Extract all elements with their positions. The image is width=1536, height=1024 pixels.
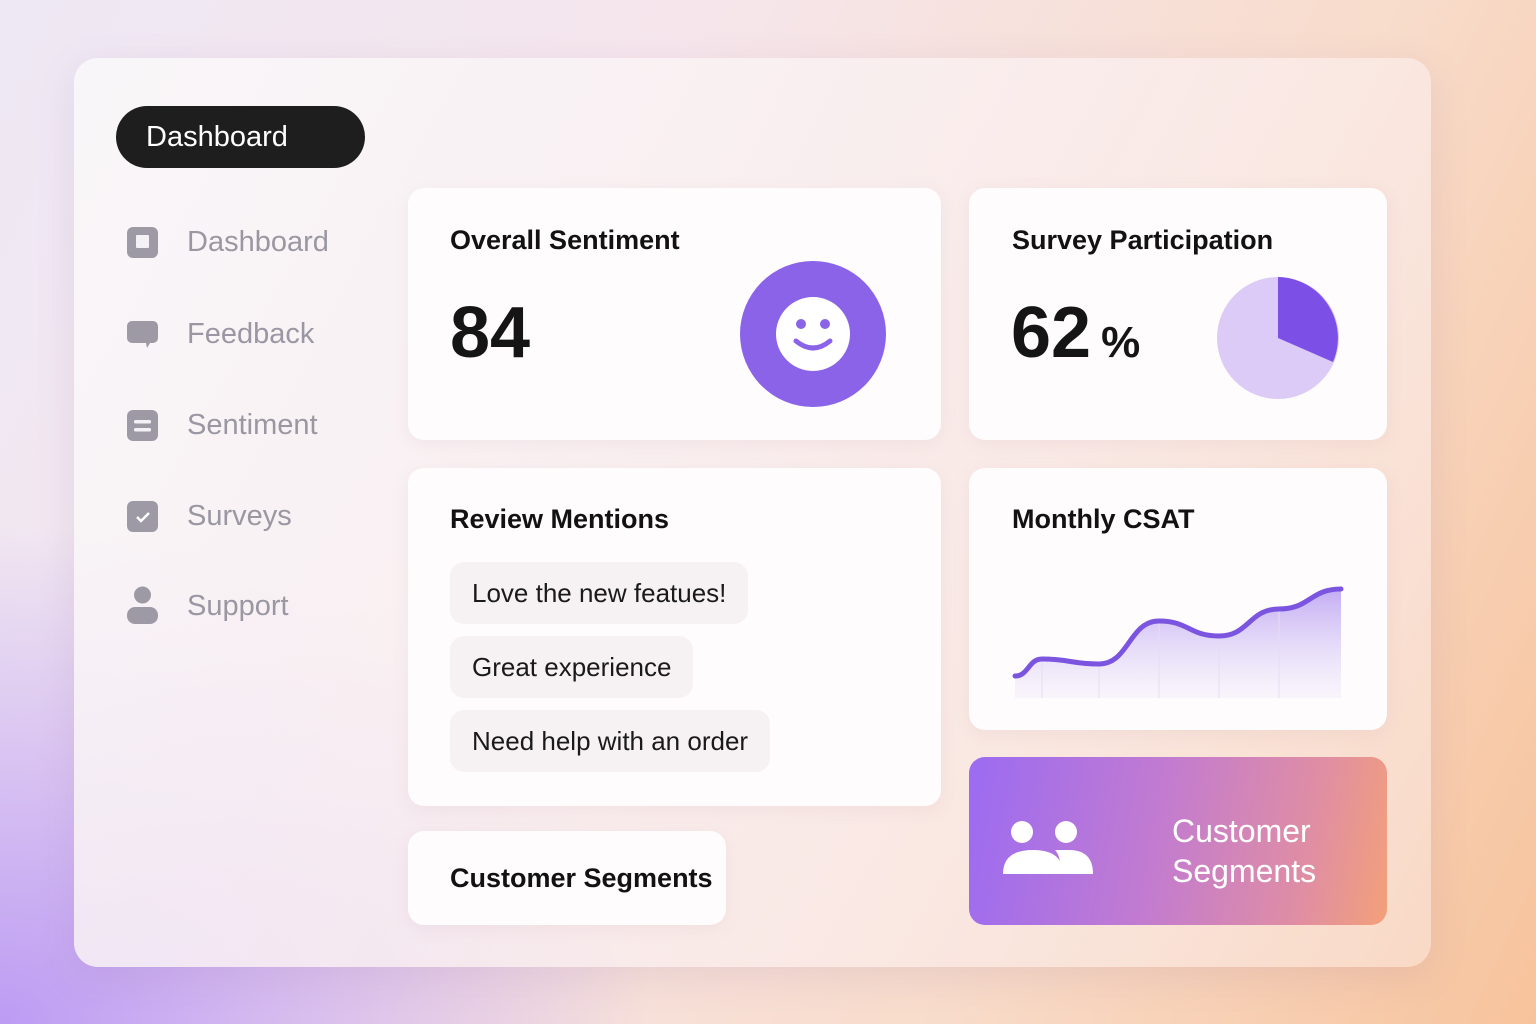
customer-segments-card[interactable]: Customer Segments: [969, 757, 1387, 925]
sidebar-item-label: Sentiment: [187, 408, 318, 441]
sidebar-item-label: Dashboard: [187, 225, 329, 258]
card-title: Overall Sentiment: [450, 225, 680, 255]
label-line: Segments: [1172, 853, 1317, 889]
users-icon: [1003, 821, 1093, 874]
review-mentions-card: Review Mentions Love the new featues! Gr…: [408, 468, 941, 806]
segments-card-label: Customer Segments: [1172, 811, 1316, 891]
csat-line: [1012, 586, 1344, 679]
checkbox-icon: [126, 500, 159, 533]
sidebar-item-support[interactable]: Support: [126, 586, 366, 626]
csat-chart: [1012, 586, 1344, 698]
participation-pie: [1217, 277, 1339, 399]
pie-filled-slice: [1278, 277, 1338, 362]
chat-bubble-icon: [126, 318, 159, 351]
square-icon: [126, 226, 159, 259]
mention-chip[interactable]: Love the new featues!: [450, 562, 749, 624]
mention-chip[interactable]: Great experience: [450, 636, 694, 698]
percent-sign: %: [1101, 318, 1141, 367]
sidebar-item-sentiment[interactable]: Sentiment: [126, 405, 366, 445]
overall-sentiment-card: Overall Sentiment 84: [408, 188, 941, 440]
card-title: Survey Participation: [1012, 225, 1274, 255]
card-title: Review Mentions: [450, 504, 670, 534]
button-label: Customer Segments: [450, 862, 713, 893]
dashboard-title-pill[interactable]: Dashboard: [116, 106, 365, 168]
card-title: Monthly CSAT: [1012, 504, 1195, 534]
sidebar-item-label: Feedback: [187, 317, 315, 350]
sentiment-score: 84: [450, 293, 531, 373]
sidebar-item-surveys[interactable]: Surveys: [126, 496, 366, 536]
sidebar-item-feedback[interactable]: Feedback: [126, 314, 366, 354]
sidebar-item-dashboard[interactable]: Dashboard: [126, 222, 366, 262]
user-icon: [126, 586, 159, 624]
sidebar-item-label: Support: [187, 589, 289, 622]
survey-participation-card: Survey Participation 62%: [969, 188, 1387, 440]
list-icon: [126, 409, 159, 442]
customer-segments-button[interactable]: Customer Segments: [408, 831, 726, 925]
sidebar-item-label: Surveys: [187, 499, 292, 532]
participation-number: 62: [1011, 293, 1092, 373]
monthly-csat-card: Monthly CSAT: [969, 468, 1387, 730]
label-line: Customer: [1172, 813, 1311, 849]
mention-chip[interactable]: Need help with an order: [450, 710, 771, 772]
smiley-icon: [740, 261, 886, 407]
participation-value: 62%: [1011, 292, 1140, 374]
